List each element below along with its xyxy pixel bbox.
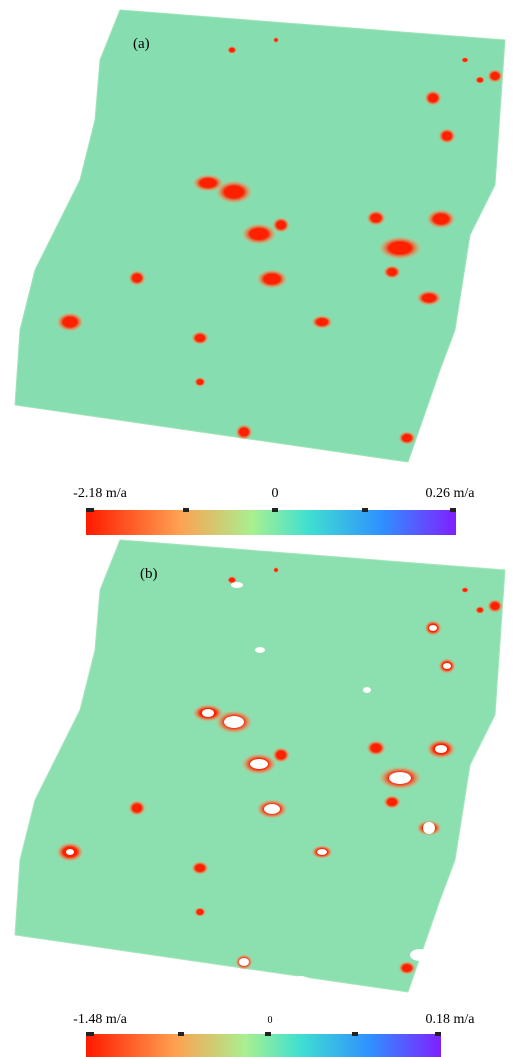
colorbar-max-label: 0.26 m/a [426,486,476,501]
panel-label: (b) [140,566,158,582]
panel-b: (b) -1.48 m/a 0 0.18 m/a [15,540,505,1057]
figure: (a) -2.18 m/a 0 0.26 m/a (b) -1.48 m/a 0… [0,0,521,1057]
page: (a) -2.18 m/a 0 0.26 m/a (b) -1.48 m/a 0… [0,0,521,1057]
colorbar [86,510,456,535]
panel-label: (a) [133,36,150,52]
panel-a: (a) -2.18 m/a 0 0.26 m/a [15,10,505,535]
colorbar-mid-label: 0 [272,486,279,501]
colorbar-min-label: -2.18 m/a [73,486,127,501]
colorbar-mid-label: 0 [268,1015,273,1026]
colorbar [86,1034,441,1057]
colorbar-max-label: 0.18 m/a [426,1012,476,1027]
colorbar-min-label: -1.48 m/a [73,1012,127,1027]
